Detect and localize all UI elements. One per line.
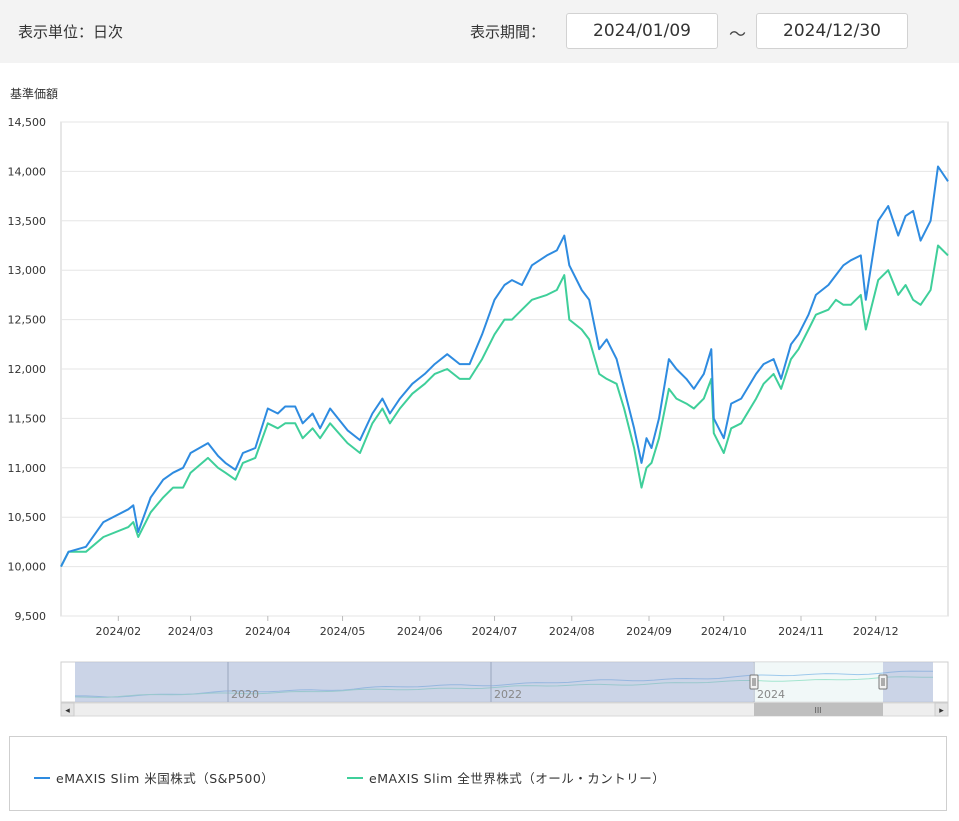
- navigator-year-label: 2020: [231, 688, 259, 701]
- navigator-handle-left[interactable]: [749, 674, 759, 690]
- scrollbar-grip: III: [814, 706, 821, 715]
- legend: eMAXIS Slim 米国株式（S&P500） eMAXIS Slim 全世界…: [9, 736, 947, 811]
- series-line-sp500: [60, 165, 949, 568]
- x-tick-label: 2024/03: [168, 625, 214, 638]
- legend-item-allworld[interactable]: eMAXIS Slim 全世界株式（オール・カントリー）: [347, 768, 665, 787]
- y-tick-label: 9,500: [15, 610, 47, 623]
- legend-swatch-sp500: [34, 776, 50, 779]
- display-period-label: 表示期間：: [470, 23, 546, 41]
- x-tick-label: 2024/10: [701, 625, 747, 638]
- x-tick-label: 2024/09: [626, 625, 672, 638]
- scroll-left-arrow-icon: ◂: [65, 706, 70, 716]
- x-tick-label: 2024/08: [549, 625, 595, 638]
- y-tick-label: 12,000: [8, 363, 47, 376]
- x-tick-label: 2024/04: [245, 625, 291, 638]
- y-tick-label: 11,500: [8, 412, 47, 425]
- navigator-year-label: 2022: [494, 688, 522, 701]
- y-tick-label: 13,000: [8, 264, 47, 277]
- x-tick-label: 2024/06: [397, 625, 443, 638]
- navigator-handle-right[interactable]: [878, 674, 888, 690]
- end-date-input[interactable]: 2024/12/30: [756, 13, 908, 49]
- y-axis-title: 基準価額: [10, 87, 59, 101]
- y-tick-label: 12,500: [8, 314, 47, 327]
- x-tick-label: 2024/05: [320, 625, 366, 638]
- toolbar: 表示単位：日次 表示期間： 2024/01/09 〜 2024/12/30: [0, 0, 959, 63]
- x-tick-label: 2024/07: [472, 625, 518, 638]
- scroll-right-arrow-icon: ▸: [939, 706, 944, 716]
- display-unit-label: 表示単位：日次: [18, 23, 124, 41]
- x-tick-label: 2024/02: [95, 625, 141, 638]
- y-tick-label: 14,000: [8, 165, 47, 178]
- y-tick-label: 14,500: [8, 116, 47, 129]
- y-tick-label: 10,500: [8, 511, 47, 524]
- series-line-allworld: [60, 244, 949, 568]
- y-tick-label: 10,000: [8, 561, 47, 574]
- navigator-mask-right: [883, 662, 933, 702]
- start-date-input[interactable]: 2024/01/09: [566, 13, 718, 49]
- legend-label-sp500: eMAXIS Slim 米国株式（S&P500）: [56, 771, 275, 786]
- legend-swatch-allworld: [347, 776, 363, 779]
- legend-item-sp500[interactable]: eMAXIS Slim 米国株式（S&P500）: [34, 768, 274, 787]
- scroll-left-button[interactable]: [60, 702, 75, 717]
- navigator-year-label: 2024: [757, 688, 785, 701]
- legend-label-allworld: eMAXIS Slim 全世界株式（オール・カントリー）: [369, 771, 666, 786]
- date-range-separator: 〜: [729, 25, 746, 45]
- scroll-right-button[interactable]: [934, 702, 949, 717]
- y-tick-label: 13,500: [8, 215, 47, 228]
- price-chart: 9,500 10,000 10,500 11,000 11,500 12,000 12,50…: [8, 116, 949, 717]
- navigator-selection: [754, 662, 883, 702]
- navigator-mask-left: [75, 662, 753, 702]
- scrollbar-thumb[interactable]: [754, 703, 883, 716]
- x-tick-label: 2024/11: [778, 625, 824, 638]
- y-tick-label: 11,000: [8, 462, 47, 475]
- x-tick-label: 2024/12: [853, 625, 899, 638]
